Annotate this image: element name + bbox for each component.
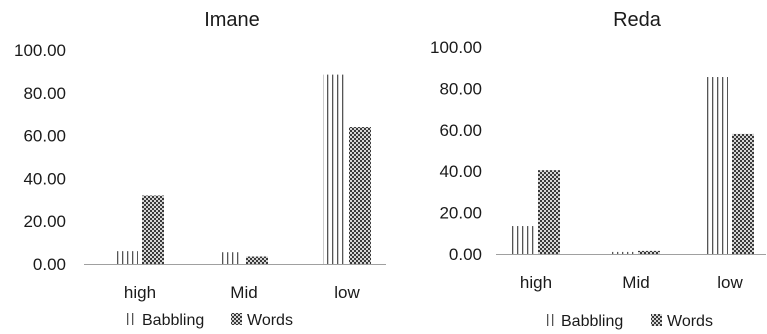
y-axis-tick-labels: 0.00 20.00 40.00 60.00 80.00 100.00 — [14, 41, 66, 274]
x-axis-category-labels: high Mid low — [124, 283, 361, 302]
y-tick-label: 0.00 — [449, 245, 482, 264]
bar-words-mid — [246, 256, 268, 264]
bar-words-low — [349, 127, 371, 264]
y-tick-label: 40.00 — [439, 162, 482, 181]
y-tick-label: 100.00 — [430, 38, 482, 57]
x-category-label: low — [334, 283, 360, 302]
x-axis-category-labels: high Mid low — [520, 273, 744, 292]
bar-babbling-mid — [612, 251, 634, 254]
legend-label-babbling: Babbling — [142, 312, 204, 329]
chart-title: Reda — [613, 9, 662, 31]
legend: Babbling Words — [545, 313, 713, 330]
legend: Babbling Words — [126, 312, 293, 329]
bars — [512, 77, 754, 254]
y-tick-label: 0.00 — [33, 255, 66, 274]
y-tick-label: 80.00 — [23, 84, 66, 103]
x-category-label: high — [124, 283, 156, 302]
chart-imane: Imane 0.00 20.00 40.00 60.00 80.00 100.0… — [14, 9, 386, 329]
bar-words-high — [142, 195, 164, 264]
y-tick-label: 60.00 — [23, 127, 66, 146]
x-category-label: Mid — [622, 273, 649, 292]
y-tick-label: 40.00 — [23, 169, 66, 188]
legend-swatch-words — [651, 314, 662, 326]
legend-label-words: Words — [667, 313, 713, 330]
bar-words-high — [538, 170, 560, 254]
bar-babbling-high — [512, 226, 534, 254]
legend-swatch-babbling — [126, 313, 135, 325]
chart-title: Imane — [204, 9, 260, 31]
chart-reda: Reda 0.00 20.00 40.00 60.00 80.00 100.00… — [430, 9, 766, 330]
y-tick-label: 20.00 — [439, 204, 482, 223]
legend-label-babbling: Babbling — [561, 313, 623, 330]
bar-babbling-mid — [220, 252, 242, 264]
y-axis-tick-labels: 0.00 20.00 40.00 60.00 80.00 100.00 — [430, 38, 482, 264]
bar-babbling-low — [706, 77, 728, 254]
y-tick-label: 100.00 — [14, 41, 66, 60]
bar-words-low — [732, 133, 754, 254]
y-tick-label: 60.00 — [439, 121, 482, 140]
x-category-label: Mid — [230, 283, 257, 302]
bar-babbling-high — [116, 251, 138, 264]
x-category-label: low — [717, 273, 743, 292]
bar-words-mid — [638, 250, 660, 254]
y-tick-label: 80.00 — [439, 79, 482, 98]
y-tick-label: 20.00 — [23, 212, 66, 231]
bars — [116, 74, 371, 264]
bar-babbling-low — [323, 74, 345, 264]
legend-swatch-babbling — [545, 314, 554, 326]
x-category-label: high — [520, 273, 552, 292]
legend-swatch-words — [231, 313, 242, 325]
legend-label-words: Words — [247, 312, 293, 329]
